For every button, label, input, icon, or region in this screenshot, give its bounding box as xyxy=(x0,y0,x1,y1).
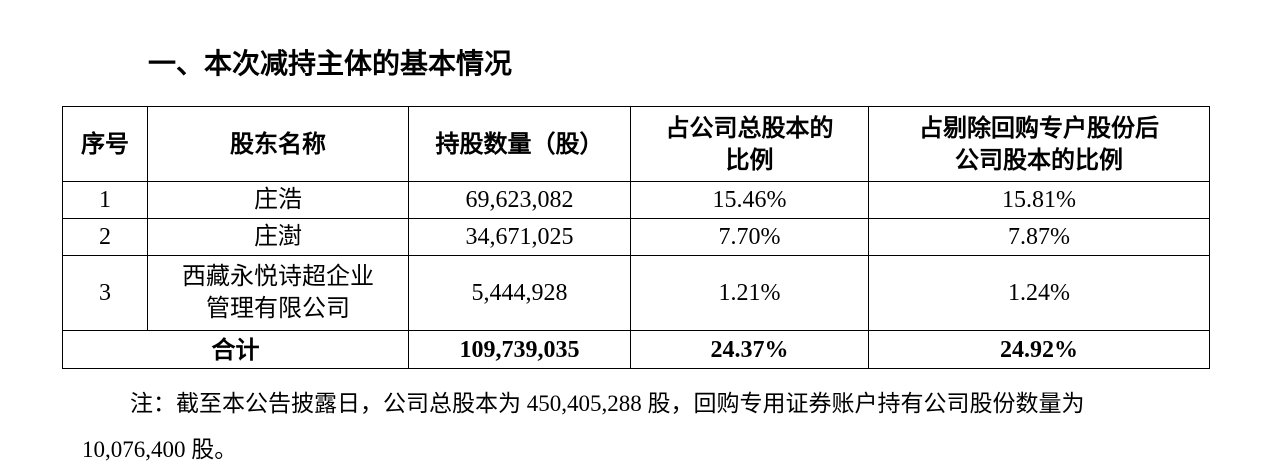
total-cell: 24.37% xyxy=(630,330,869,369)
cell-text: 3 xyxy=(99,280,111,306)
cell-text: 管理有限公司 xyxy=(206,296,350,322)
data-cell: 5,444,928 xyxy=(408,255,631,331)
cell-text: 股东名称 xyxy=(230,130,326,158)
data-row: 1 庄浩 69,623,082 15.46% 15.81% xyxy=(62,181,1210,219)
data-cell: 15.81% xyxy=(868,181,1210,219)
data-cell: 34,671,025 xyxy=(408,218,631,256)
data-cell: 7.87% xyxy=(868,218,1210,256)
data-cell: 2 xyxy=(62,218,148,256)
data-cell: 69,623,082 xyxy=(408,181,631,219)
header-cell: 占公司总股本的 比例 xyxy=(630,106,869,182)
cell-text: 庄浩 xyxy=(254,187,302,213)
data-row: 2 庄澍 34,671,025 7.70% 7.87% xyxy=(62,218,1210,256)
cell-text: 庄澍 xyxy=(254,224,302,250)
cell-text: 1.24% xyxy=(1008,280,1070,306)
data-cell: 庄澍 xyxy=(147,218,409,256)
cell-text: 109,739,035 xyxy=(459,336,580,363)
cell-text: 7.70% xyxy=(718,224,781,250)
cell-text: 15.46% xyxy=(712,187,787,213)
cell-text: 占剔除回购专户股份后 xyxy=(919,114,1159,142)
header-cell: 序号 xyxy=(62,106,148,182)
header-cell: 持股数量（股） xyxy=(408,106,631,182)
cell-text: 24.92% xyxy=(1000,336,1078,363)
cell-text: 序号 xyxy=(81,130,129,158)
cell-text: 占公司总股本的 xyxy=(665,114,834,142)
total-cell: 109,739,035 xyxy=(408,330,631,369)
note-line: 10,076,400 股。 xyxy=(82,437,238,462)
note-line: 注：截至本公告披露日，公司总股本为 450,405,288 股，回购专用证券账户… xyxy=(130,391,1085,416)
cell-text: 2 xyxy=(99,224,111,250)
cell-text: 1.21% xyxy=(718,280,781,306)
cell-text: 69,623,082 xyxy=(465,187,574,213)
cell-text: 24.37% xyxy=(710,336,789,363)
cell-text: 1 xyxy=(99,187,111,213)
data-cell: 3 xyxy=(62,255,148,331)
data-cell: 15.46% xyxy=(630,181,869,219)
header-cell: 股东名称 xyxy=(147,106,409,182)
total-cell: 合计 xyxy=(62,330,409,369)
total-cell: 24.92% xyxy=(868,330,1210,369)
data-cell: 西藏永悦诗超企业 管理有限公司 xyxy=(147,255,409,331)
cell-text: 7.87% xyxy=(1008,224,1070,250)
data-cell: 1 xyxy=(62,181,148,219)
total-row: 合计 109,739,035 24.37% 24.92% xyxy=(62,330,1210,369)
cell-text: 持股数量（股） xyxy=(435,130,604,158)
cell-text: 西藏永悦诗超企业 xyxy=(182,264,374,290)
header-row: 序号 股东名称 持股数量（股） 占公司总股本的 比例 占剔除回购专户股份后 公司股本的比例 xyxy=(62,106,1210,182)
section-heading: 一、本次减持主体的基本情况 xyxy=(148,47,513,80)
cell-text: 比例 xyxy=(725,146,774,174)
cell-text: 合计 xyxy=(211,335,260,364)
data-cell: 1.21% xyxy=(630,255,869,331)
data-row: 3 西藏永悦诗超企业 管理有限公司 5,444,928 1.21% 1.24% xyxy=(62,255,1210,331)
data-cell: 1.24% xyxy=(868,255,1210,331)
cell-text: 公司股本的比例 xyxy=(955,146,1123,174)
cell-text: 34,671,025 xyxy=(465,224,574,250)
cell-text: 15.81% xyxy=(1002,187,1076,213)
cell-text: 5,444,928 xyxy=(471,280,568,306)
holdings-table: 序号 股东名称 持股数量（股） 占公司总股本的 比例 占剔除回购专户股份后 公司股本的比例 … xyxy=(62,106,1210,369)
data-cell: 庄浩 xyxy=(147,181,409,219)
header-cell: 占剔除回购专户股份后 公司股本的比例 xyxy=(868,106,1210,182)
data-cell: 7.70% xyxy=(630,218,869,256)
